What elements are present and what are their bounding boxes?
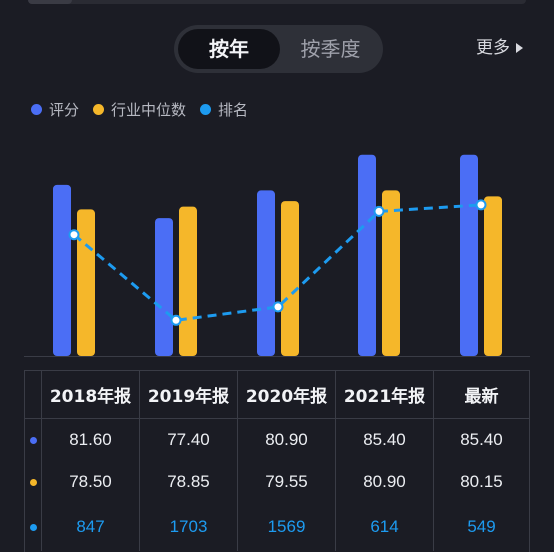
table-cell: 79.55 [238,461,336,503]
rank-point [170,314,182,326]
table-cell: 81.60 [42,419,140,461]
column-header: 2018年报 [42,371,140,418]
more-label: 更多 [476,38,510,58]
series-marker-cell [25,419,42,461]
legend-item-score[interactable]: 评分 [31,99,79,120]
score-rank-chart [24,154,530,357]
median-bar [382,190,400,356]
table-cell: 847 [42,503,140,551]
header-blank-cell [25,371,42,418]
rank-point [373,205,385,217]
legend-dot-median [93,103,105,115]
play-triangle-icon [516,43,523,53]
rank-point [68,229,80,241]
median-bar [179,206,197,356]
table-cell: 85.40 [336,419,434,461]
table-cell: 85.40 [460,430,503,449]
table-cell: 78.85 [140,461,238,503]
table-cell: 549 [467,517,496,536]
series-dot-score [29,436,37,444]
median-bar [281,201,299,356]
median-bar [77,209,95,356]
table-cell: 77.40 [140,419,238,461]
tab-quarterly[interactable]: 按季度 [300,37,361,61]
score-bar [257,190,275,356]
top-scroll-strip [28,0,526,4]
table-cell: 1569 [238,503,336,551]
table-row-rank: 847 1703 1569 614 549 [25,503,529,551]
legend-label-median: 行业中位数 [111,100,187,119]
score-bar [460,154,478,356]
table-cell: 80.15 [460,472,503,491]
series-marker-cell [25,503,42,551]
table-cell: 1703 [140,503,238,551]
legend-item-rank[interactable]: 排名 [200,99,248,120]
chart-legend: 评分 行业中位数 排名 [31,98,262,120]
table-row-median: 78.50 78.85 79.55 80.90 80.15 [25,461,529,503]
table-header-row: 2018年报 2019年报 2020年报 2021年报 最新 [25,371,529,419]
table-cell: 80.90 [336,461,434,503]
column-header: 2019年报 [140,371,238,418]
legend-item-median[interactable]: 行业中位数 [93,99,186,120]
legend-dot-score [31,103,42,115]
rank-point [272,301,284,313]
period-toggle: 按年 按季度 [174,25,383,73]
series-dot-median [29,478,37,486]
legend-label-rank: 排名 [218,100,249,119]
column-header: 2021年报 [336,371,434,418]
table-cell: 78.50 [42,461,140,503]
table-row-score: 81.60 77.40 80.90 85.40 85.40 [25,419,529,461]
legend-dot-rank [200,103,212,115]
scroll-nub [28,0,72,4]
tab-yearly[interactable]: 按年 [178,29,280,69]
rank-point [475,199,487,211]
legend-label-score: 评分 [49,100,80,119]
table-cell: 614 [336,503,434,551]
column-header: 2020年报 [238,371,336,418]
series-marker-cell [25,461,42,503]
score-bar [155,218,173,356]
column-header: 最新 [464,387,499,407]
table-cell: 80.90 [238,419,336,461]
score-bar [53,184,71,356]
rank-line [73,203,482,322]
series-dot-rank [29,523,37,531]
data-table: 2018年报 2019年报 2020年报 2021年报 最新 81.60 77.… [24,370,530,552]
more-button[interactable]: 更多 [476,36,523,60]
score-bar [358,154,376,356]
median-bar [484,196,502,356]
